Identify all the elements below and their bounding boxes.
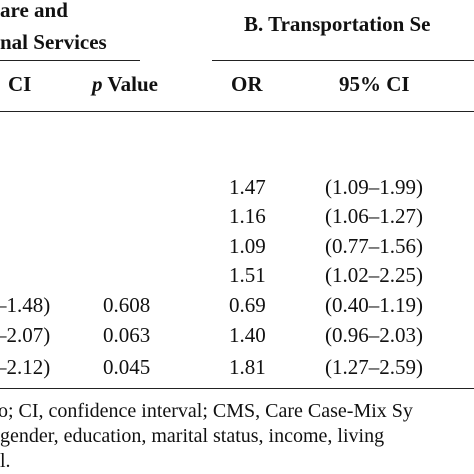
- column-header-ci-a: CI: [8, 72, 32, 96]
- table-cell-ci-a: –2.07): [0, 323, 51, 347]
- table-cell-or: 1.16: [229, 204, 266, 228]
- table-cell-ci-a: –1.48): [0, 293, 51, 317]
- group-b-underline: [212, 60, 474, 61]
- table-cell-ci-b: (1.27–2.59): [325, 355, 423, 379]
- table-bottom-rule: [0, 388, 474, 389]
- table-cell-or: 1.47: [229, 175, 266, 199]
- footnote-line-3: l.: [0, 450, 11, 472]
- table-cell-or: 1.81: [229, 355, 266, 379]
- table-cell-or: 1.40: [229, 323, 266, 347]
- table-cell-or: 1.51: [229, 263, 266, 287]
- table-cell-ci-b: (0.77–1.56): [325, 234, 423, 258]
- column-header-95ci: 95% CI: [339, 72, 410, 96]
- table-cell-ci-b: (1.09–1.99): [325, 175, 423, 199]
- footnote-line-2: gender, education, marital status, incom…: [0, 425, 385, 447]
- column-header-p-value: p Value: [92, 74, 158, 95]
- table-cell-ci-b: (0.40–1.19): [325, 293, 423, 317]
- column-header-p-italic: p: [92, 72, 103, 96]
- table-cell-ci-b: (0.96–2.03): [325, 323, 423, 347]
- table-cell-p-value: 0.045: [103, 355, 151, 379]
- table-cell-p-value: 0.063: [103, 323, 151, 347]
- header-bottom-rule: [0, 111, 474, 112]
- group-b-title: B. Transportation Se: [244, 12, 431, 36]
- table-cell-or: 1.09: [229, 234, 266, 258]
- column-header-p-suffix: Value: [102, 72, 158, 96]
- table-cell-or: 0.69: [229, 293, 266, 317]
- footnote-line-1: o; CI, confidence interval; CMS, Care Ca…: [0, 400, 413, 422]
- column-header-or: OR: [231, 72, 263, 96]
- table-cell-p-value: 0.608: [103, 293, 151, 317]
- group-a-title-line1: are and: [0, 0, 68, 22]
- table-cell-ci-b: (1.02–2.25): [325, 263, 423, 287]
- table-cell-ci-a: –2.12): [0, 355, 51, 379]
- group-a-title-line2: nal Services: [0, 30, 107, 54]
- table-cell-ci-b: (1.06–1.27): [325, 204, 423, 228]
- group-divider-rule: [0, 60, 140, 61]
